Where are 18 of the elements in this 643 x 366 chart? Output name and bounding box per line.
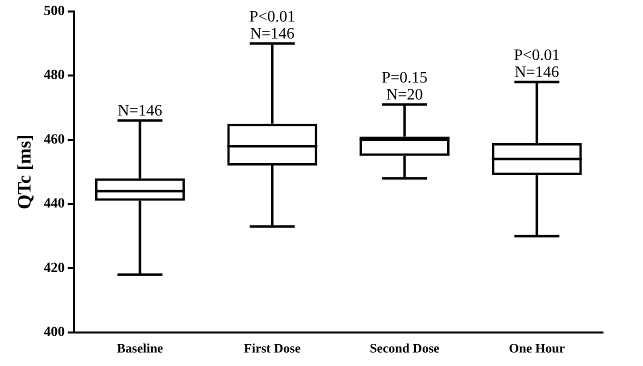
y-tick-label: 500 — [44, 4, 65, 20]
x-tick-label: First Dose — [244, 340, 301, 356]
annotation: N=146 — [118, 102, 162, 120]
annotation: P<0.01 — [249, 8, 296, 26]
y-tick-label: 480 — [44, 68, 65, 84]
x-tick-label: Second Dose — [370, 340, 440, 356]
annotation: N=146 — [514, 64, 560, 82]
y-axis-title: QTc [ms] — [14, 134, 36, 210]
annotation: N=146 — [250, 26, 295, 43]
y-tick-label: 440 — [44, 196, 65, 212]
x-tick-label: One Hour — [508, 340, 566, 356]
y-tick-label: 400 — [44, 325, 65, 340]
y-tick-label: 420 — [44, 260, 65, 276]
y-tick-label: 460 — [44, 132, 65, 148]
annotation: P=0.15 — [382, 70, 428, 87]
annotation: N=20 — [386, 86, 423, 104]
annotation: P<0.01 — [514, 47, 560, 64]
x-tick-label: Baseline — [116, 340, 164, 356]
